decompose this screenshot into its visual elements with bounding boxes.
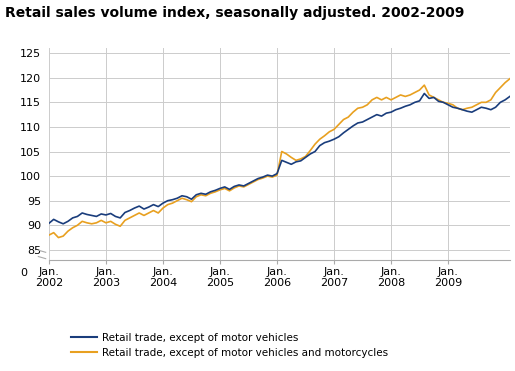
Text: Retail sales volume index, seasonally adjusted. 2002-2009: Retail sales volume index, seasonally ad… (5, 6, 465, 20)
Text: 0: 0 (21, 268, 27, 278)
Legend: Retail trade, except of motor vehicles, Retail trade, except of motor vehicles a: Retail trade, except of motor vehicles, … (67, 329, 393, 362)
